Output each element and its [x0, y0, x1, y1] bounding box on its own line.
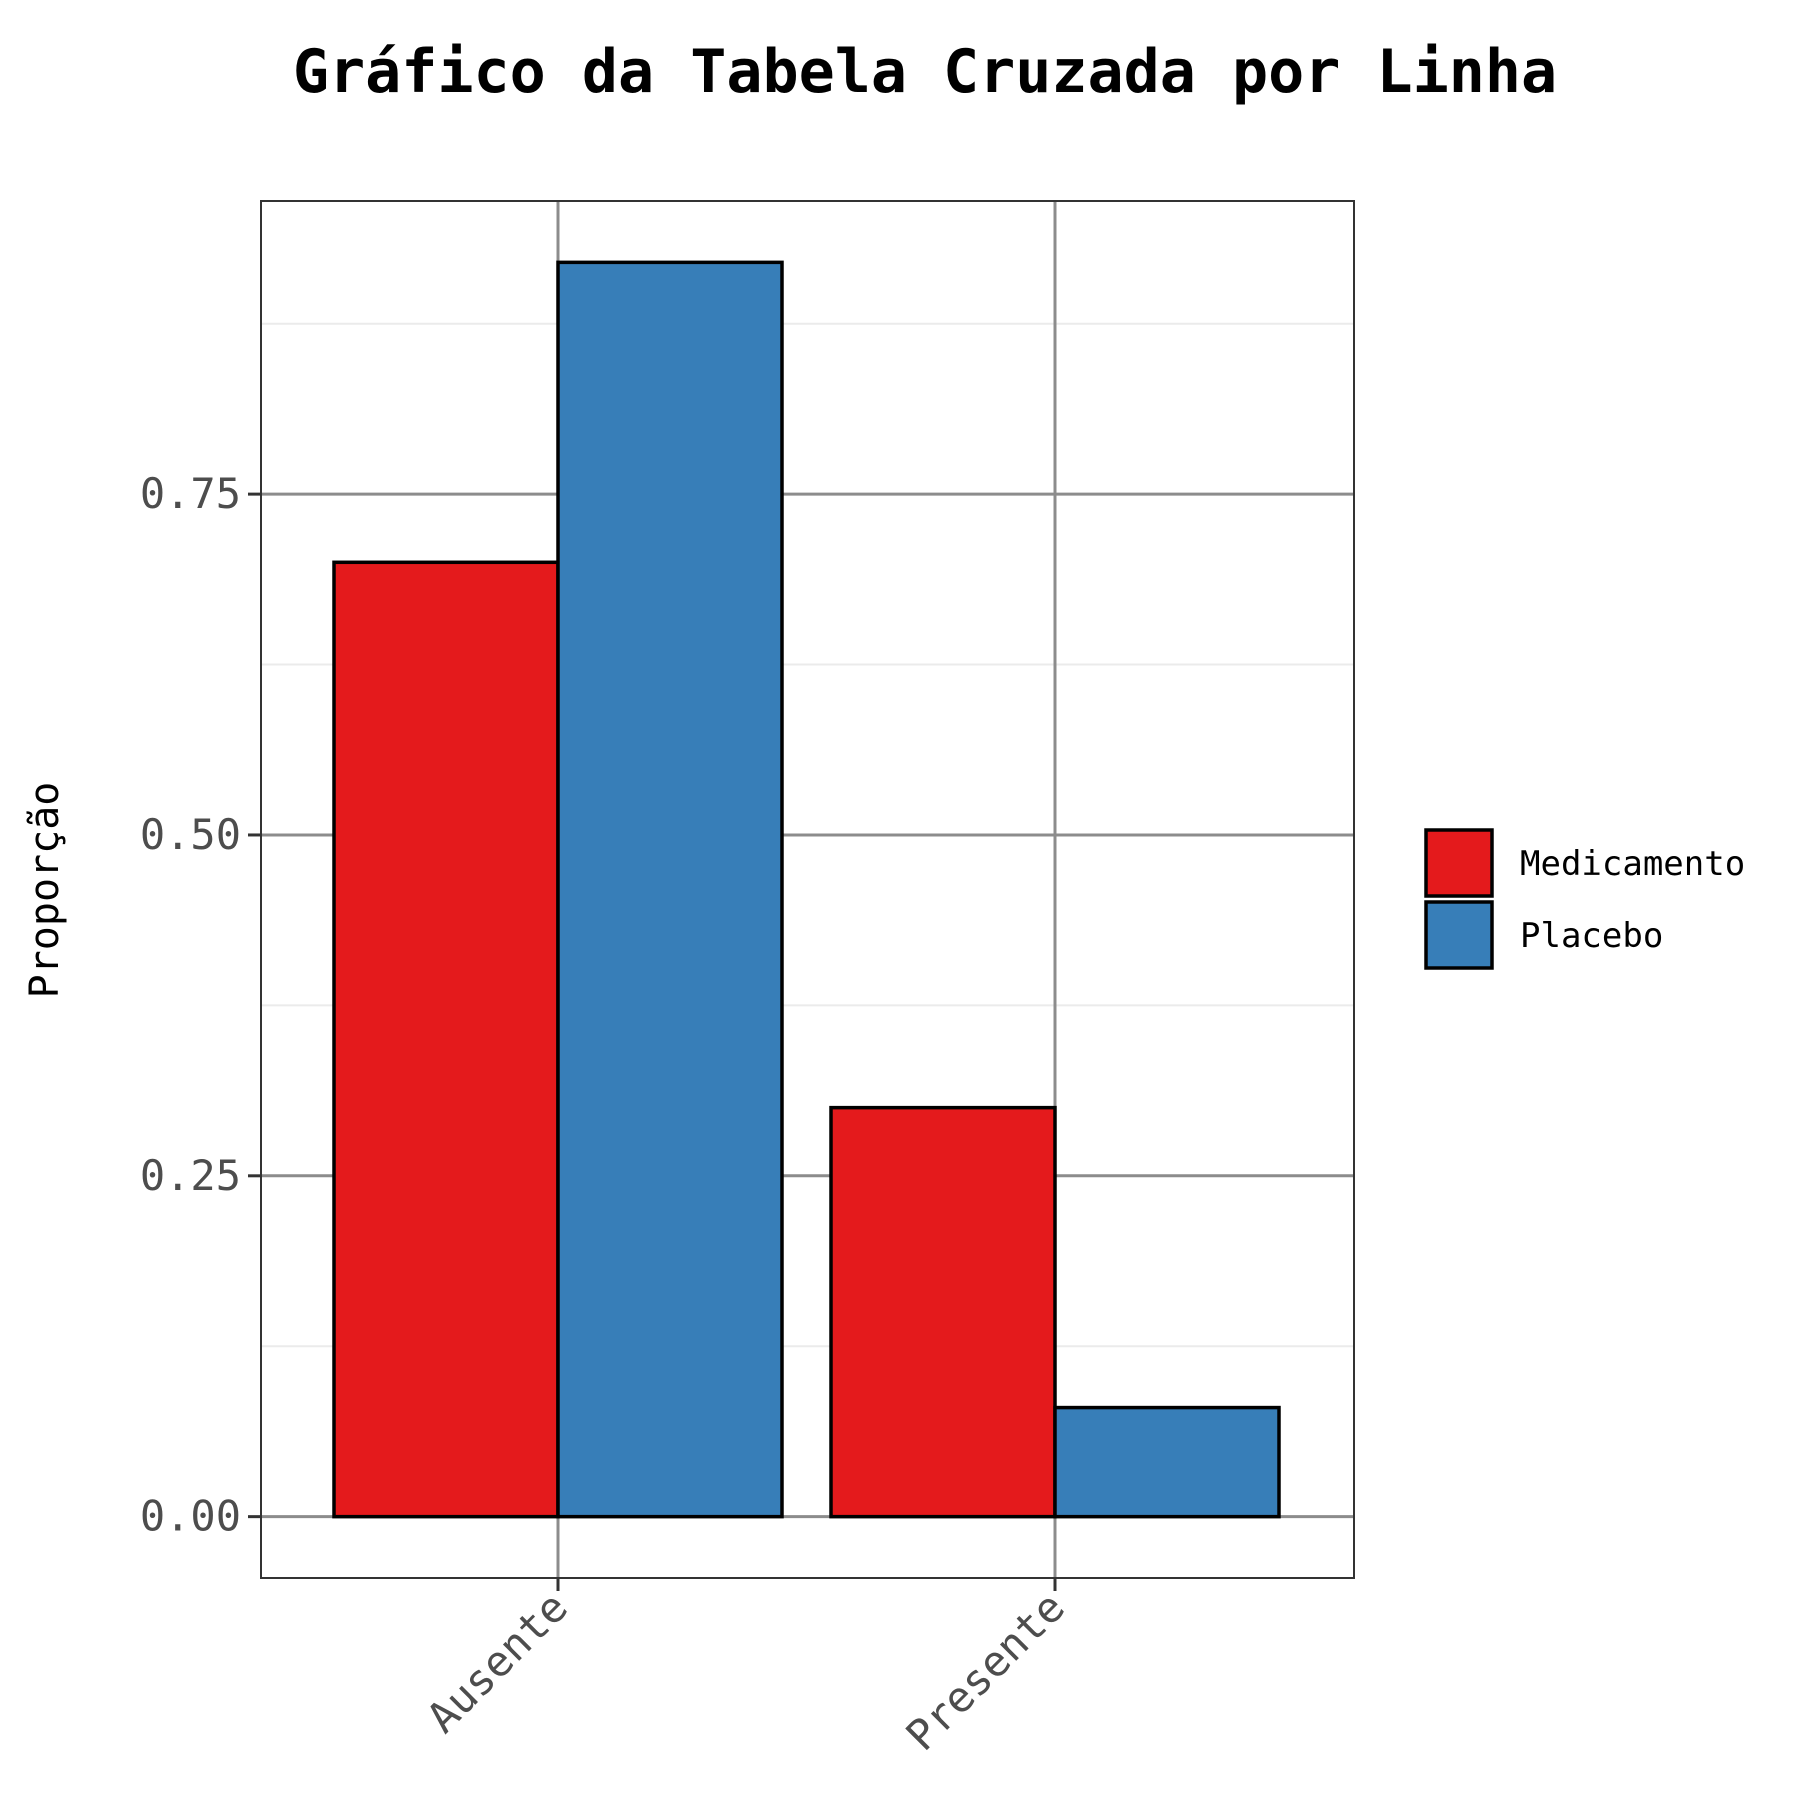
bar-placebo-ausente	[556, 260, 784, 1519]
x-axis: Ausente Presente	[417, 1578, 1074, 1760]
legend-label-placebo: Placebo	[1520, 916, 1663, 956]
x-tick-label: Ausente	[417, 1582, 577, 1742]
bar-placebo-presente	[1053, 1405, 1281, 1519]
bar-medicamento-presente	[829, 1105, 1057, 1519]
x-tick-label: Presente	[896, 1582, 1074, 1760]
chart-title: Gráfico da Tabela Cruzada por Linha	[293, 37, 1557, 107]
y-tick-label: 0.75	[140, 469, 241, 518]
y-axis-label: Proporção	[22, 782, 68, 999]
legend-key-placebo	[1424, 900, 1494, 970]
legend-label-medicamento: Medicamento	[1520, 844, 1745, 884]
y-tick-label: 0.50	[140, 810, 241, 859]
legend: Medicamento Placebo	[1424, 828, 1745, 970]
y-axis: 0.00 0.25 0.50 0.75	[140, 469, 261, 1541]
bars	[332, 260, 1281, 1519]
plot-panel-border	[260, 200, 1355, 1579]
bar-medicamento-ausente	[332, 560, 560, 1519]
legend-key-medicamento	[1424, 828, 1494, 898]
y-tick-label: 0.25	[140, 1151, 241, 1200]
y-tick-label: 0.00	[140, 1492, 241, 1541]
